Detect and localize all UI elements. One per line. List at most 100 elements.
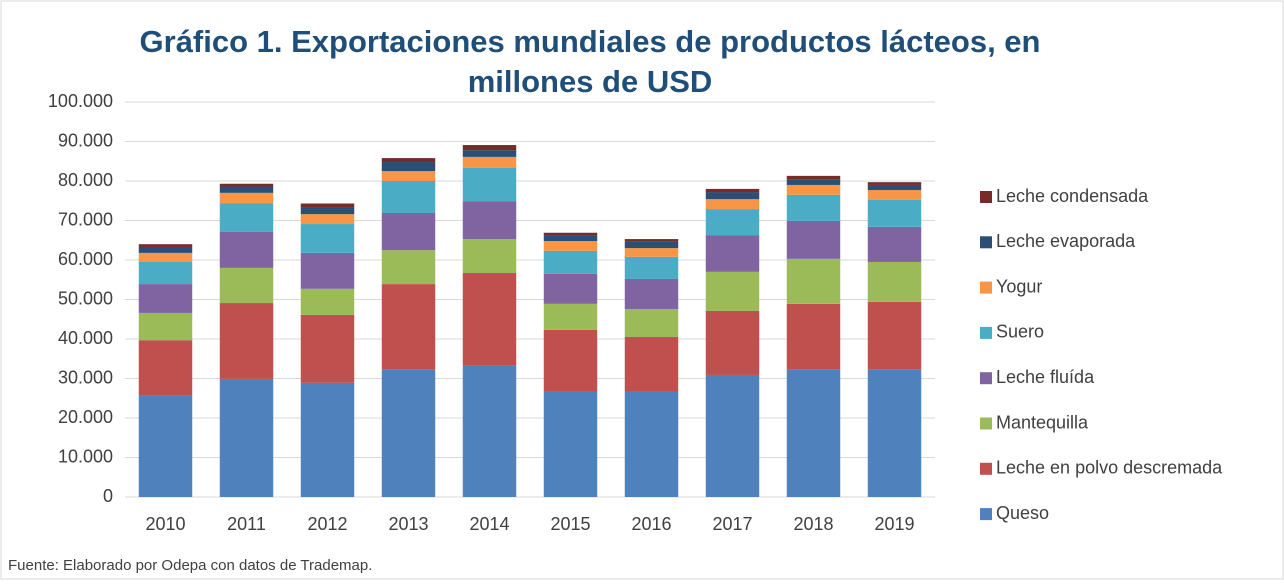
legend-swatch — [980, 281, 992, 294]
x-tick-label: 2011 — [227, 514, 266, 534]
bar-segment — [867, 301, 922, 370]
bar-segment — [543, 329, 598, 392]
bar-segment — [624, 278, 679, 309]
bar-segment — [624, 239, 679, 242]
y-tick-label: 10.000 — [58, 446, 113, 466]
y-tick-label: 80.000 — [58, 170, 113, 190]
legend-label: Leche evaporada — [996, 231, 1136, 251]
bar-segment — [462, 145, 517, 151]
bar-segment — [786, 258, 841, 304]
bar-segment — [705, 235, 760, 272]
x-tick-label: 2010 — [145, 514, 185, 534]
legend-swatch — [980, 191, 992, 203]
y-tick-label: 0 — [103, 486, 113, 506]
bar-segment — [300, 203, 355, 208]
bar-segment — [219, 231, 274, 268]
bar-segment — [543, 273, 598, 304]
legend-swatch — [980, 372, 992, 385]
bar-segment — [543, 303, 598, 330]
bar-segment — [705, 209, 760, 236]
bar-segment — [705, 199, 760, 210]
bar-segment — [786, 303, 841, 370]
bar-segment — [462, 201, 517, 240]
legend-swatch — [980, 326, 992, 339]
bar-segment — [543, 235, 598, 242]
bar-segment — [624, 256, 679, 279]
y-tick-label: 40.000 — [58, 328, 113, 348]
x-tick-label: 2013 — [388, 514, 428, 534]
bar-segment — [543, 250, 598, 274]
bar-segment — [867, 190, 922, 200]
bar-segment — [543, 241, 598, 251]
bar-segment — [219, 378, 274, 497]
bar-segment — [300, 314, 355, 383]
bar-segment — [138, 244, 193, 247]
bar-segment — [138, 284, 193, 313]
bar-segment — [219, 186, 274, 193]
bar-segment — [300, 224, 355, 253]
x-tick-label: 2019 — [874, 514, 914, 534]
y-tick-label: 50.000 — [58, 288, 113, 308]
bar-segment — [705, 271, 760, 311]
legend-label: Suero — [996, 322, 1044, 342]
bar-segment — [705, 310, 760, 375]
bar-segment — [138, 395, 193, 497]
bar-segment — [867, 369, 922, 497]
legend-swatch — [980, 417, 992, 430]
source: Fuente: Elaborado por Odepa con datos de… — [8, 557, 372, 574]
bar-segment — [138, 246, 193, 253]
bar-segment — [705, 192, 760, 200]
bar-segment — [300, 207, 355, 215]
bar-segment — [219, 267, 274, 304]
bar-segment — [705, 188, 760, 193]
bar-segment — [300, 252, 355, 289]
legend-label: Leche en polvo descremada — [996, 458, 1223, 478]
bar-segment — [543, 232, 598, 236]
bar-segment — [219, 183, 274, 187]
bar-segment — [624, 391, 679, 497]
y-tick-label: 20.000 — [58, 407, 113, 427]
bar-segment — [462, 167, 517, 202]
legend-swatch — [980, 462, 992, 475]
bar-segment — [786, 179, 841, 185]
x-tick-label: 2016 — [631, 514, 671, 534]
legend-label: Mantequilla — [996, 412, 1089, 432]
y-tick-label: 100.000 — [48, 91, 113, 111]
bar-segment — [138, 261, 193, 285]
y-tick-label: 60.000 — [58, 249, 113, 269]
bar-segment — [786, 369, 841, 497]
bar-segment — [786, 194, 841, 221]
bar-segment — [381, 162, 436, 172]
bar-segment — [300, 214, 355, 225]
bar-segment — [219, 303, 274, 379]
bar-segment — [138, 312, 193, 341]
legend-label: Leche fluída — [996, 367, 1095, 387]
bar-segment — [624, 241, 679, 249]
bar-segment — [138, 340, 193, 396]
bar-segment — [300, 382, 355, 497]
bar-segment — [867, 226, 922, 262]
bar-segment — [381, 158, 436, 163]
bar-segment — [462, 239, 517, 274]
bar-segment — [138, 252, 193, 262]
bar-segment — [381, 212, 436, 251]
bar-segment — [867, 184, 922, 191]
bar-segment — [381, 369, 436, 497]
bar-segment — [381, 284, 436, 370]
y-tick-label: 70.000 — [58, 209, 113, 229]
bar-segment — [867, 261, 922, 302]
bar-segment — [462, 150, 517, 157]
x-tick-label: 2015 — [550, 514, 590, 534]
bar-segment — [624, 248, 679, 257]
bar-segment — [867, 182, 922, 185]
y-tick-label: 30.000 — [58, 367, 113, 387]
chart-title: Gráfico 1. Exportaciones mundiales de pr… — [140, 24, 1041, 99]
bar-segment — [543, 391, 598, 497]
bar-segment — [219, 192, 274, 204]
bar-segment — [381, 171, 436, 181]
y-tick-label: 90.000 — [58, 130, 113, 150]
bar-segment — [381, 181, 436, 213]
x-tick-label: 2017 — [712, 514, 752, 534]
bar-segment — [786, 184, 841, 195]
